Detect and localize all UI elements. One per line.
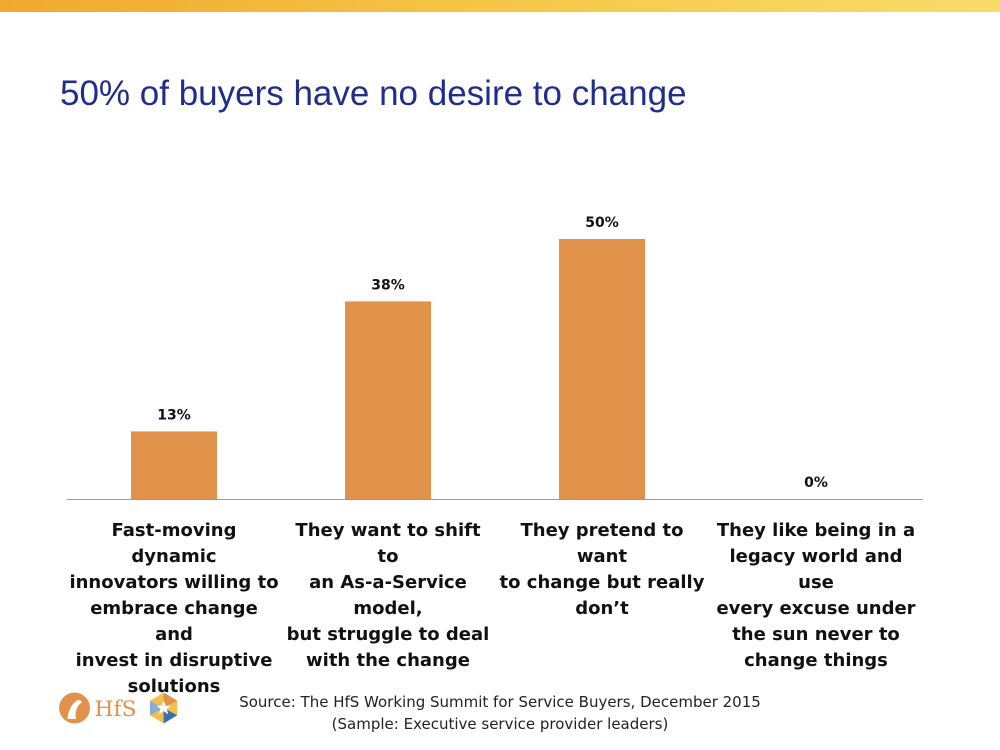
category-label-4: They like being in a legacy world and use…: [711, 518, 921, 674]
category-label-line: innovators willing to: [69, 572, 279, 593]
logo-figure-icon: [67, 700, 82, 719]
category-label-line: invest in disruptive: [75, 650, 273, 671]
bar-3: [559, 239, 645, 499]
data-label-4: 0%: [804, 475, 828, 491]
category-label-line: legacy world and use: [729, 546, 903, 593]
category-label-line: but struggle to deal: [286, 624, 490, 645]
data-label-2: 38%: [371, 277, 405, 293]
top-accent-bar: [0, 0, 1000, 12]
sample-line: (Sample: Executive service provider lead…: [331, 715, 669, 733]
category-label-line: They like being in a: [716, 520, 916, 541]
star-shield-icon: [150, 692, 178, 724]
bar-1: [131, 431, 217, 499]
category-label-line: They pretend to want: [520, 520, 684, 567]
category-label-line: Fast-moving dynamic: [111, 520, 237, 567]
category-label-line: with the change: [306, 650, 470, 671]
category-label-line: change things: [744, 650, 888, 671]
bar-2: [345, 301, 431, 499]
source-line: Source: The HfS Working Summit for Servi…: [239, 693, 761, 711]
category-label-3: They pretend to want to change but really…: [497, 518, 707, 622]
category-label-line: every excuse under: [716, 598, 916, 619]
category-label-2: They want to shift to an As-a-Service mod…: [283, 518, 493, 674]
data-label-3: 50%: [585, 215, 619, 231]
category-label-line: solutions: [127, 676, 221, 697]
category-label-line: an As-a-Service model,: [309, 572, 467, 619]
category-label-line: to change but really: [499, 572, 705, 593]
category-label-1: Fast-moving dynamic innovators willing to…: [69, 518, 279, 700]
slide-title: 50% of buyers have no desire to change: [60, 74, 687, 113]
hfs-logo: HfS: [59, 692, 178, 724]
category-label-line: embrace change and: [90, 598, 258, 645]
category-label-line: They want to shift to: [295, 520, 481, 567]
logo-text: HfS: [95, 697, 137, 722]
data-label-1: 13%: [157, 407, 191, 423]
category-label-line: don’t: [575, 598, 629, 619]
category-label-line: the sun never to: [732, 624, 900, 645]
